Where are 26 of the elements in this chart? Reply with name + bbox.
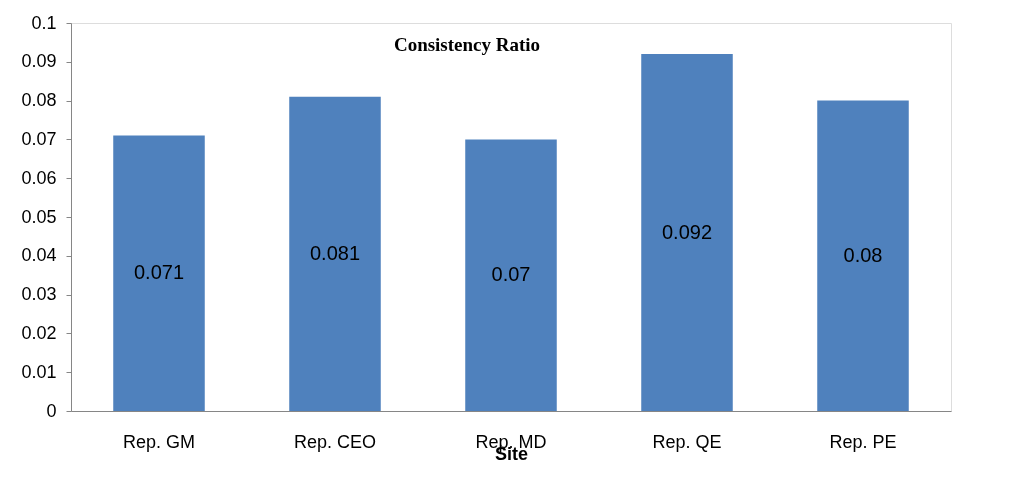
x-tick-label: Rep. GM — [122, 431, 196, 452]
data-label: 0.08 — [843, 243, 883, 266]
y-tick-label: 0.05 — [21, 206, 57, 227]
x-tick-label: Rep. CEO — [293, 431, 377, 452]
y-tick-label: 0.01 — [21, 361, 57, 382]
y-tick-label: 0.08 — [21, 90, 57, 111]
bar — [113, 135, 205, 411]
y-tick-label: 0 — [46, 400, 57, 421]
bar — [641, 54, 733, 411]
data-label: 0.081 — [309, 241, 361, 264]
y-tick-label: 0.09 — [21, 51, 57, 72]
bar — [289, 96, 381, 411]
y-tick-label: 0.02 — [21, 322, 57, 343]
y-tick-label: 0.03 — [21, 284, 57, 305]
data-label: 0.092 — [661, 220, 713, 243]
y-tick-label: 0.1 — [31, 12, 57, 33]
y-tick-label: 0.04 — [21, 245, 57, 266]
bar — [465, 139, 557, 411]
data-label: 0.071 — [133, 261, 185, 284]
y-tick-label: 0.07 — [21, 128, 57, 149]
bar — [817, 100, 909, 411]
x-tick-label: Rep. PE — [829, 431, 897, 452]
text: Consistency Ratio — [393, 34, 541, 55]
y-tick-label: 0.06 — [21, 167, 57, 188]
x-tick-label: Rep. QE — [652, 431, 722, 452]
data-label: 0.07 — [491, 263, 531, 286]
